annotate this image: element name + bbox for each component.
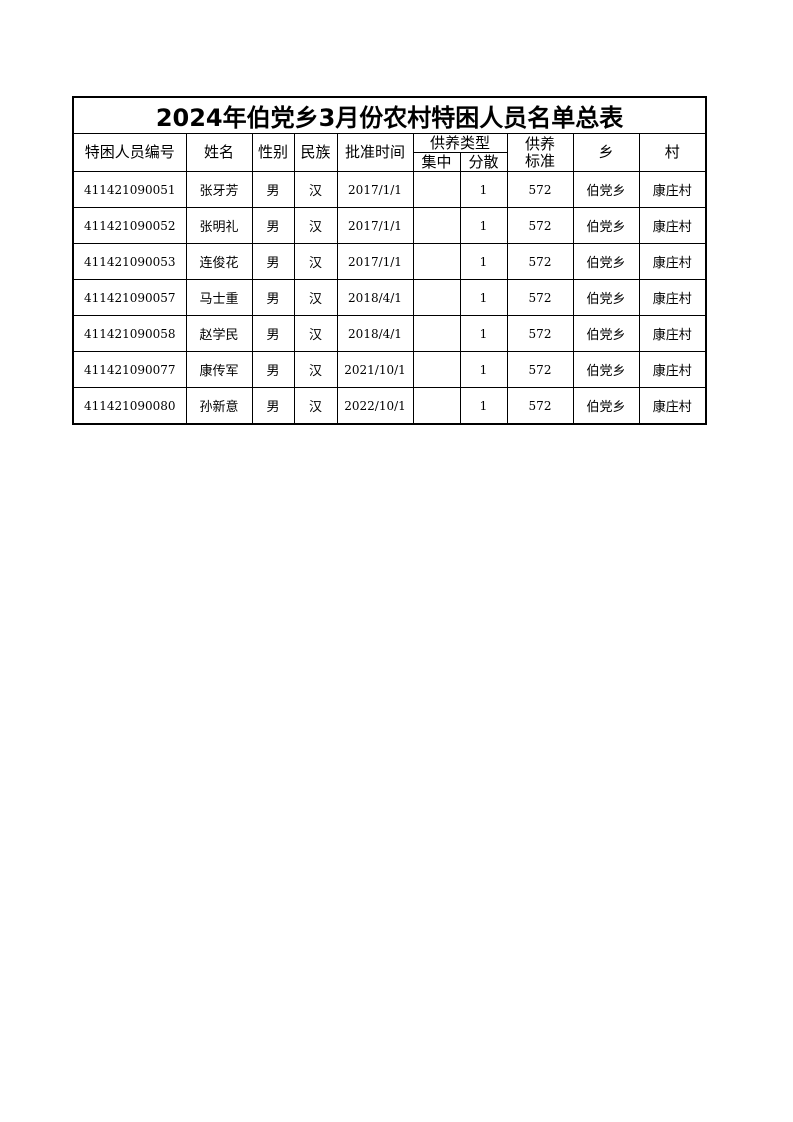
cell-support-standard: 572 xyxy=(506,387,574,425)
header-approval-date: 批准时间 xyxy=(336,133,414,172)
cell-ethnicity: 汉 xyxy=(293,207,338,244)
table-row: 411421090080 孙新意男汉 2022/10/1 1 572 伯党乡 康庄村 xyxy=(72,387,707,425)
cell-name: 赵学民 xyxy=(185,315,253,352)
table-title: 2024年伯党乡3月份农村特困人员名单总表 xyxy=(71,96,708,134)
cell-gender: 男 xyxy=(251,207,295,244)
cell-approval-date: 2017/1/1 xyxy=(336,243,414,280)
table-row: 411421090051 张牙芳男汉 2017/1/1 1 572 伯党乡 康庄村 xyxy=(72,171,707,208)
cell-ethnicity: 汉 xyxy=(293,351,338,388)
cell-name: 康传军 xyxy=(185,351,253,388)
cell-support-standard: 572 xyxy=(506,243,574,280)
cell-township: 伯党乡 xyxy=(572,171,640,208)
cell-name: 孙新意 xyxy=(185,387,253,425)
cell-ethnicity: 汉 xyxy=(293,387,338,425)
cell-id: 411421090052 xyxy=(72,207,187,244)
cell-centralized xyxy=(412,171,461,208)
cell-approval-date: 2022/10/1 xyxy=(336,387,414,425)
header-ethnicity: 民族 xyxy=(293,133,338,172)
cell-support-standard: 572 xyxy=(506,279,574,316)
cell-centralized xyxy=(412,243,461,280)
table-row: 411421090058 赵学民男汉 2018/4/1 1 572 伯党乡 康庄村 xyxy=(72,315,707,352)
cell-approval-date: 2017/1/1 xyxy=(336,207,414,244)
table-row: 411421090052 张明礼男汉 2017/1/1 1 572 伯党乡 康庄村 xyxy=(72,207,707,244)
cell-gender: 男 xyxy=(251,387,295,425)
header-gender: 性别 xyxy=(251,133,295,172)
table-row: 411421090077 康传军男汉 2021/10/1 1 572 伯党乡 康庄村 xyxy=(72,351,707,388)
cell-id: 411421090077 xyxy=(72,351,187,388)
cell-name: 连俊花 xyxy=(185,243,253,280)
cell-dispersed: 1 xyxy=(459,351,508,388)
cell-support-standard: 572 xyxy=(506,207,574,244)
cell-support-standard: 572 xyxy=(506,171,574,208)
cell-dispersed: 1 xyxy=(459,207,508,244)
cell-ethnicity: 汉 xyxy=(293,315,338,352)
cell-support-standard: 572 xyxy=(506,315,574,352)
header-dispersed: 分散 xyxy=(459,152,508,172)
header-name: 姓名 xyxy=(185,133,253,172)
header-township: 乡 xyxy=(572,133,640,172)
cell-dispersed: 1 xyxy=(459,279,508,316)
header-village: 村 xyxy=(638,133,707,172)
cell-township: 伯党乡 xyxy=(572,387,640,425)
header-support-standard: 供养 标准 xyxy=(506,133,574,172)
cell-id: 411421090080 xyxy=(72,387,187,425)
cell-ethnicity: 汉 xyxy=(293,279,338,316)
cell-village: 康庄村 xyxy=(638,243,707,280)
cell-support-standard: 572 xyxy=(506,351,574,388)
cell-township: 伯党乡 xyxy=(572,279,640,316)
cell-centralized xyxy=(412,315,461,352)
table-row: 411421090053 连俊花男汉 2017/1/1 1 572 伯党乡 康庄村 xyxy=(72,243,707,280)
header-centralized: 集中 xyxy=(412,152,461,172)
cell-village: 康庄村 xyxy=(638,387,707,425)
cell-approval-date: 2018/4/1 xyxy=(336,315,414,352)
cell-dispersed: 1 xyxy=(459,171,508,208)
table-row: 411421090057 马士重男汉 2018/4/1 1 572 伯党乡 康庄村 xyxy=(72,279,707,316)
cell-centralized xyxy=(412,207,461,244)
cell-ethnicity: 汉 xyxy=(293,171,338,208)
cell-centralized xyxy=(412,279,461,316)
cell-township: 伯党乡 xyxy=(572,315,640,352)
cell-township: 伯党乡 xyxy=(572,207,640,244)
cell-village: 康庄村 xyxy=(638,207,707,244)
cell-id: 411421090058 xyxy=(72,315,187,352)
cell-id: 411421090057 xyxy=(72,279,187,316)
cell-village: 康庄村 xyxy=(638,315,707,352)
cell-village: 康庄村 xyxy=(638,351,707,388)
cell-name: 马士重 xyxy=(185,279,253,316)
cell-centralized xyxy=(412,387,461,425)
cell-dispersed: 1 xyxy=(459,243,508,280)
cell-township: 伯党乡 xyxy=(572,243,640,280)
cell-name: 张明礼 xyxy=(185,207,253,244)
cell-gender: 男 xyxy=(251,315,295,352)
cell-dispersed: 1 xyxy=(459,387,508,425)
header-id: 特困人员编号 xyxy=(72,133,187,172)
cell-centralized xyxy=(412,351,461,388)
cell-name: 张牙芳 xyxy=(185,171,253,208)
header-support-type: 供养类型 xyxy=(412,133,508,153)
cell-gender: 男 xyxy=(251,351,295,388)
cell-approval-date: 2018/4/1 xyxy=(336,279,414,316)
cell-village: 康庄村 xyxy=(638,171,707,208)
cell-approval-date: 2021/10/1 xyxy=(336,351,414,388)
cell-gender: 男 xyxy=(251,171,295,208)
cell-village: 康庄村 xyxy=(638,279,707,316)
cell-gender: 男 xyxy=(251,243,295,280)
cell-id: 411421090051 xyxy=(72,171,187,208)
cell-dispersed: 1 xyxy=(459,315,508,352)
cell-township: 伯党乡 xyxy=(572,351,640,388)
cell-gender: 男 xyxy=(251,279,295,316)
cell-id: 411421090053 xyxy=(72,243,187,280)
cell-approval-date: 2017/1/1 xyxy=(336,171,414,208)
cell-ethnicity: 汉 xyxy=(293,243,338,280)
special-hardship-roster-table: 2024年伯党乡3月份农村特困人员名单总表 特困人员编号 姓名 性别 民族 批准… xyxy=(71,96,708,425)
